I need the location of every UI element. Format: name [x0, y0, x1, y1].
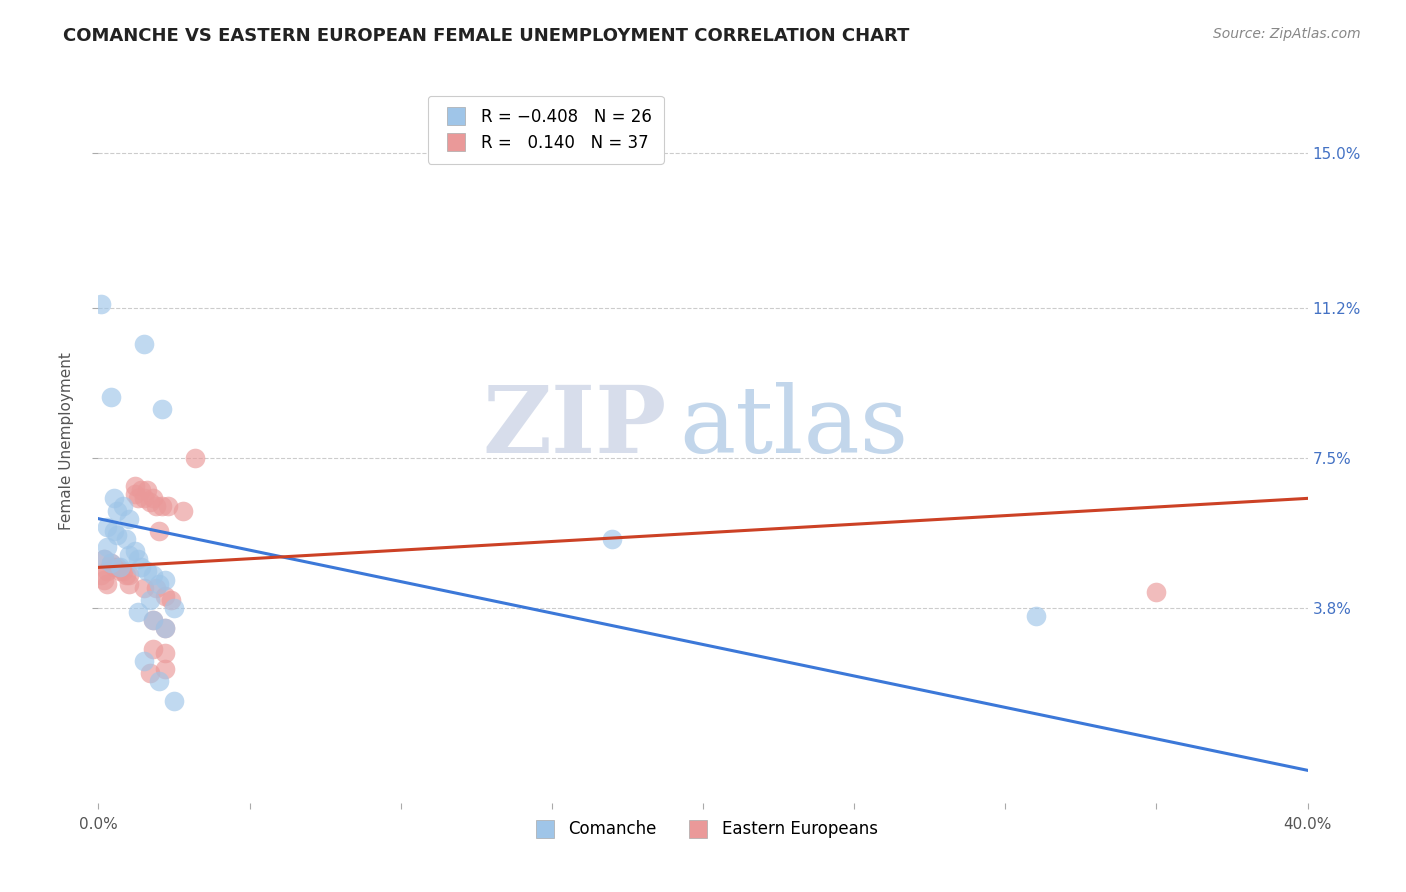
Point	[90, 296, 112, 310]
Text: COMANCHE VS EASTERN EUROPEAN FEMALE UNEMPLOYMENT CORRELATION CHART: COMANCHE VS EASTERN EUROPEAN FEMALE UNEM…	[63, 27, 910, 45]
Point	[142, 613, 165, 627]
Point	[135, 483, 157, 498]
Point	[114, 568, 136, 582]
Point	[103, 491, 125, 506]
Point	[163, 694, 186, 708]
Point	[105, 528, 128, 542]
Point	[145, 500, 167, 514]
Point	[103, 560, 125, 574]
Point	[124, 479, 146, 493]
Point	[142, 491, 165, 506]
Point	[148, 673, 170, 688]
Point	[150, 500, 173, 514]
Point	[142, 641, 165, 656]
Point	[139, 665, 162, 680]
Point	[153, 573, 176, 587]
Point	[118, 568, 141, 582]
Point	[127, 491, 149, 506]
Text: atlas: atlas	[679, 382, 908, 472]
Point	[172, 503, 194, 517]
Point	[150, 402, 173, 417]
Point	[132, 654, 155, 668]
Point	[184, 450, 207, 465]
Legend: Comanche, Eastern Europeans: Comanche, Eastern Europeans	[522, 814, 884, 845]
Point	[142, 613, 165, 627]
Point	[127, 552, 149, 566]
Point	[96, 576, 118, 591]
Point	[129, 560, 152, 574]
Point	[1024, 609, 1046, 624]
Point	[114, 532, 136, 546]
Point	[148, 576, 170, 591]
Point	[90, 568, 112, 582]
Point	[108, 565, 131, 579]
Point	[153, 621, 176, 635]
Point	[96, 565, 118, 579]
Point	[105, 560, 128, 574]
Point	[118, 511, 141, 525]
Point	[93, 573, 115, 587]
Point	[132, 337, 155, 351]
Point	[111, 500, 134, 514]
Point	[93, 552, 115, 566]
Y-axis label: Female Unemployment: Female Unemployment	[59, 352, 75, 531]
Point	[96, 520, 118, 534]
Text: ZIP: ZIP	[482, 382, 666, 472]
Point	[160, 592, 183, 607]
Point	[100, 557, 122, 571]
Point	[108, 560, 131, 574]
Point	[118, 576, 141, 591]
Point	[142, 568, 165, 582]
Point	[148, 524, 170, 538]
Point	[139, 592, 162, 607]
Point	[153, 621, 176, 635]
Point	[100, 557, 122, 571]
Point	[111, 565, 134, 579]
Point	[153, 589, 176, 603]
Point	[93, 552, 115, 566]
Point	[132, 581, 155, 595]
Point	[127, 605, 149, 619]
Point	[163, 601, 186, 615]
Point	[129, 483, 152, 498]
Point	[105, 503, 128, 517]
Text: Source: ZipAtlas.com: Source: ZipAtlas.com	[1213, 27, 1361, 41]
Point	[100, 390, 122, 404]
Point	[153, 646, 176, 660]
Point	[145, 581, 167, 595]
Point	[139, 495, 162, 509]
Point	[132, 491, 155, 506]
Point	[135, 565, 157, 579]
Point	[602, 532, 624, 546]
Point	[118, 548, 141, 562]
Point	[156, 500, 179, 514]
Point	[124, 544, 146, 558]
Point	[124, 487, 146, 501]
Point	[1144, 584, 1167, 599]
Point	[96, 540, 118, 554]
Point	[103, 524, 125, 538]
Point	[153, 662, 176, 676]
